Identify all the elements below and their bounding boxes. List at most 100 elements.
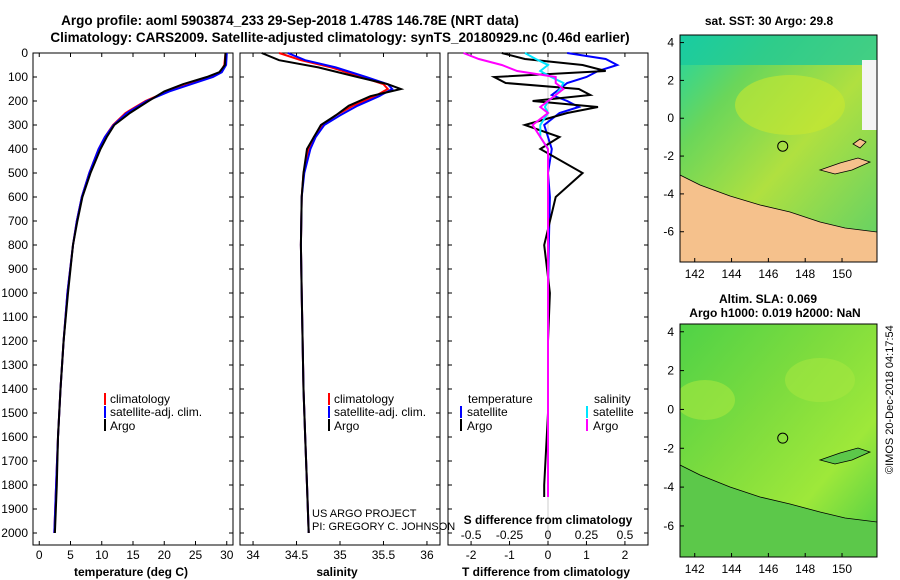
sst-float-marker [777, 140, 789, 152]
legend-swatch-t-argo [460, 419, 462, 431]
temperature-x-tick-label: 30 [220, 548, 234, 562]
sla-map-y-tick-label: 4 [667, 325, 674, 339]
sla-map-title-2: Argo h1000: 0.019 h2000: NaN [689, 306, 860, 320]
legend-swatch-climatology [328, 393, 330, 405]
legend-label-satellite: satellite-adj. clim. [110, 405, 202, 419]
title-line-2: Climatology: CARS2009. Satellite-adjuste… [50, 30, 629, 45]
difference-s-tick-label: 0.25 [575, 528, 599, 542]
sla-high-patch [680, 380, 735, 420]
sla-map-y-tick-label: 0 [667, 402, 674, 416]
legend-title-salinity: salinity [594, 392, 631, 406]
salinity-panel-frame [239, 52, 441, 546]
credit-project: US ARGO PROJECT [312, 508, 417, 520]
sst-map-y-tick-label: -6 [663, 225, 674, 239]
temperature-x-label: temperature (deg C) [74, 565, 188, 579]
legend-label-t-argo: Argo [467, 419, 493, 433]
depth-axis-labels: 0 100 200 300 400 500 600 700 800 900 1000 1100 1200… [1, 46, 28, 540]
salinity-line-satellite-adj-clim- [287, 52, 394, 534]
sla-map-y-tick-label: -4 [663, 480, 674, 494]
temperature-panel-frame [32, 52, 234, 546]
temperature-series [53, 52, 228, 534]
difference-t-tick-label: 2 [622, 548, 629, 562]
depth-tick-label: 300 [8, 118, 28, 132]
salinity-x-label: salinity [316, 565, 358, 579]
difference-s-tick-label: -0.5 [461, 528, 482, 542]
depth-tick-label: 700 [8, 214, 28, 228]
sst-cool-patch [680, 35, 877, 65]
sst-map-title: sat. SST: 30 Argo: 29.8 [705, 14, 834, 28]
imos-stamp: ©IMOS 20-Dec-2018 04:17:54 [884, 325, 896, 474]
legend-swatch-argo [328, 419, 330, 431]
depth-tick-label: 1500 [1, 406, 28, 420]
legend-label-argo: Argo [110, 419, 136, 433]
sla-map-x-tick-label: 150 [832, 562, 852, 576]
salinity-x-tick-label: 35 [333, 548, 347, 562]
temperature-line-climatology [53, 52, 227, 534]
difference-s-tick-label: 0.5 [617, 528, 634, 542]
sst-map-ticks: 142 144 146 148 150 4 2 0 -2 -4 -6 [663, 36, 852, 281]
sst-map-y-tick-label: 4 [667, 36, 674, 50]
legend-label-satellite: satellite-adj. clim. [334, 405, 426, 419]
temperature-x-tick-label: 10 [95, 548, 109, 562]
depth-tick-label: 2000 [1, 526, 28, 540]
sst-map-y-tick-label: 0 [667, 111, 674, 125]
legend-label-argo: Argo [334, 419, 360, 433]
temperature-legend: climatology satellite-adj. clim. Argo [104, 392, 202, 433]
legend-label-climatology: climatology [110, 392, 170, 406]
sla-land-island [818, 447, 872, 465]
depth-tick-label: 200 [8, 94, 28, 108]
sla-map-x-tick-label: 146 [758, 562, 778, 576]
legend-swatch-s-satellite [586, 406, 588, 418]
difference-line-s-argo [463, 52, 566, 497]
sst-map-y-tick-label: 2 [667, 73, 674, 87]
temperature-x-tick-label: 20 [158, 548, 172, 562]
salinity-x-tick-label: 36 [420, 548, 434, 562]
depth-tick-label: 1300 [1, 358, 28, 372]
legend-swatch-satellite [104, 406, 106, 418]
sst-map-x-tick-label: 146 [758, 267, 778, 281]
depth-tick-label: 1700 [1, 454, 28, 468]
depth-tick-label: 1100 [2, 310, 28, 324]
sla-land-png [680, 464, 877, 557]
depth-tick-label: 100 [8, 70, 28, 84]
sst-land-islet [852, 138, 867, 149]
salinity-series [261, 52, 405, 534]
salinity-x-tick-label: 35.5 [372, 548, 396, 562]
salinity-line-climatology [278, 52, 390, 534]
legend-label-s-argo: Argo [593, 419, 619, 433]
depth-tick-label: 500 [8, 166, 28, 180]
difference-x-ticks: -2 -1 0 1 2 -0.5 -0.25 0 0.25 0.5 [461, 53, 634, 562]
difference-x-label: T difference from climatology [462, 565, 630, 579]
salinity-legend: climatology satellite-adj. clim. Argo [328, 392, 426, 433]
sst-map-x-tick-label: 144 [722, 267, 742, 281]
difference-legend: temperature satellite Argo salinity sate… [460, 392, 634, 433]
sla-map-x-tick-label: 144 [722, 562, 742, 576]
depth-tick-label: 1400 [1, 382, 28, 396]
sst-map-y-tick-label: -2 [663, 149, 674, 163]
sla-map-x-tick-label: 148 [795, 562, 815, 576]
legend-label-climatology: climatology [334, 392, 394, 406]
sst-map-x-tick-label: 142 [685, 267, 705, 281]
temperature-x-tick-label: 5 [67, 548, 74, 562]
legend-swatch-argo [104, 419, 106, 431]
sla-float-marker [777, 432, 789, 444]
depth-tick-label: 1000 [1, 286, 28, 300]
depth-tick-label: 1200 [1, 334, 28, 348]
sla-map-y-tick-label: -2 [663, 441, 674, 455]
temperature-line-argo [53, 52, 227, 534]
depth-tick-label: 1900 [1, 502, 28, 516]
sla-map-ticks: 142 144 146 148 150 4 2 0 -2 -4 -6 [663, 325, 852, 576]
depth-tick-label: 600 [8, 190, 28, 204]
depth-axis-ticks [33, 52, 648, 534]
legend-swatch-climatology [104, 393, 106, 405]
temperature-x-tick-label: 15 [126, 548, 140, 562]
sst-warm-patch [735, 75, 845, 135]
difference-t-tick-label: 0 [545, 548, 552, 562]
difference-t-tick-label: 1 [583, 548, 590, 562]
salinity-x-tick-label: 34 [246, 548, 260, 562]
difference-s-tick-label: -0.25 [496, 528, 524, 542]
depth-tick-label: 800 [8, 238, 28, 252]
temperature-x-tick-label: 25 [189, 548, 203, 562]
sst-cloud-gap [862, 60, 877, 130]
